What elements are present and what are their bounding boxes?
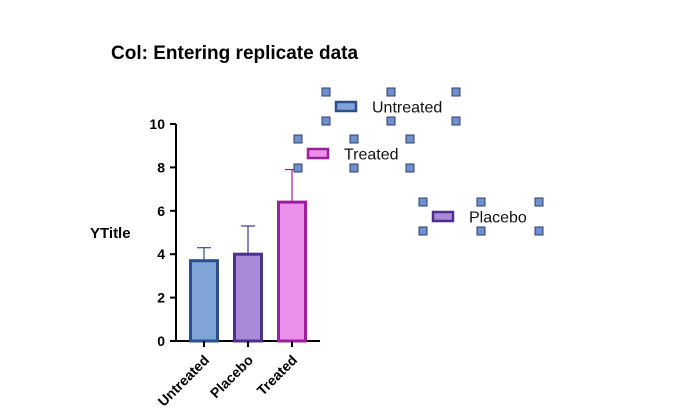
y-tick-label: 4: [157, 246, 165, 262]
selection-handle[interactable]: [534, 226, 544, 236]
x-tick-label: Placebo: [207, 352, 256, 401]
selection-handle[interactable]: [321, 87, 331, 97]
legend-item[interactable]: Untreated: [321, 87, 461, 126]
x-tick-label: Untreated: [155, 352, 213, 410]
selection-handle[interactable]: [405, 134, 415, 144]
selection-handle[interactable]: [405, 163, 415, 173]
legend-item[interactable]: Placebo: [418, 197, 544, 236]
selection-handle[interactable]: [349, 134, 359, 144]
legend-item[interactable]: Treated: [293, 134, 415, 173]
legend[interactable]: Untreated Treated Placebo: [293, 87, 544, 236]
selection-handle[interactable]: [386, 87, 396, 97]
legend-swatch: [334, 100, 358, 113]
legend-swatch: [431, 210, 455, 223]
selection-handle[interactable]: [476, 197, 486, 207]
y-tick-label: 8: [157, 159, 165, 175]
selection-handle[interactable]: [418, 226, 428, 236]
y-tick-label: 0: [157, 333, 165, 349]
y-tick-label: 6: [157, 203, 165, 219]
legend-swatch: [306, 147, 330, 160]
x-tick-label: Treated: [254, 352, 301, 399]
legend-label: Treated: [344, 147, 399, 164]
selection-handle[interactable]: [293, 134, 303, 144]
selection-handle[interactable]: [534, 197, 544, 207]
bar-placebo[interactable]: [233, 252, 263, 343]
selection-handle[interactable]: [321, 116, 331, 126]
legend-label: Placebo: [469, 210, 527, 227]
selection-handle[interactable]: [293, 163, 303, 173]
selection-handle[interactable]: [451, 87, 461, 97]
selection-handle[interactable]: [451, 116, 461, 126]
selection-handle[interactable]: [476, 226, 486, 236]
selection-handle[interactable]: [349, 163, 359, 173]
bar-treated[interactable]: [277, 200, 307, 343]
y-tick-label: 10: [149, 116, 165, 132]
y-tick-label: 2: [157, 290, 165, 306]
chart-title: Col: Entering replicate data: [111, 43, 358, 64]
bar-untreated[interactable]: [189, 259, 219, 343]
selection-handle[interactable]: [386, 116, 396, 126]
selection-handle[interactable]: [418, 197, 428, 207]
y-axis-title[interactable]: YTitle: [90, 225, 131, 242]
legend-label: Untreated: [372, 100, 442, 117]
